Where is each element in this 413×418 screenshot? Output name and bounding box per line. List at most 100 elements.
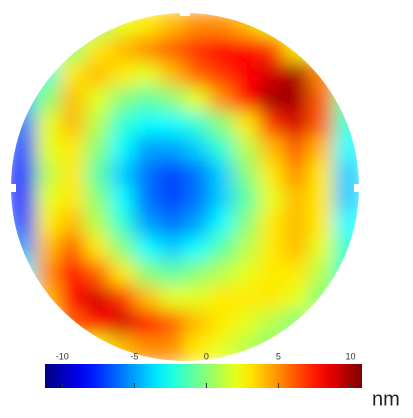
heatmap-cell — [34, 285, 62, 313]
heatmap-cell — [109, 285, 137, 313]
colorbar-tick-label: -5 — [130, 351, 138, 361]
heatmap-cell — [84, 111, 112, 139]
heatmap-cell — [84, 186, 112, 213]
heatmap-cell — [34, 161, 62, 188]
heatmap-cell — [84, 36, 112, 64]
colorbar-tick-label: 5 — [276, 351, 281, 361]
heatmap-cell — [159, 310, 186, 338]
heatmap-cell — [159, 136, 186, 164]
heatmap-cell — [84, 210, 112, 238]
heatmap-cell — [59, 186, 87, 213]
heatmap-cell — [258, 310, 286, 338]
heatmap-cell — [258, 61, 286, 89]
heatmap-cell — [208, 136, 236, 164]
heatmap-cell — [184, 210, 211, 238]
heatmap-cell — [233, 136, 261, 164]
heatmap-cell — [233, 235, 261, 263]
heatmap-cell — [109, 161, 137, 188]
colorbar-tick-label: -10 — [56, 351, 69, 361]
heatmap-cell — [208, 335, 236, 361]
heatmap-cell — [184, 186, 211, 213]
heatmap-cell — [134, 111, 162, 139]
heatmap-cell — [258, 186, 286, 213]
heatmap-cell — [159, 186, 186, 213]
heatmap-cell — [208, 260, 236, 288]
heatmap-cell — [159, 161, 186, 188]
heatmap-cells — [11, 13, 359, 361]
heatmap-cell — [184, 310, 211, 338]
heatmap-cell — [34, 210, 62, 238]
heatmap-cell — [11, 86, 37, 114]
heatmap-cell — [109, 61, 137, 89]
heatmap-cell — [208, 36, 236, 64]
heatmap-cell — [159, 61, 186, 89]
heatmap-cell — [333, 161, 359, 188]
heatmap-cell — [59, 210, 87, 238]
heatmap-cell — [11, 161, 37, 188]
heatmap-cell — [59, 235, 87, 263]
heatmap-cell — [283, 161, 311, 188]
heatmap-cell — [134, 210, 162, 238]
heatmap-cell — [208, 210, 236, 238]
heatmap-cell — [84, 61, 112, 89]
heatmap-cell — [184, 111, 211, 139]
heatmap-cell — [233, 161, 261, 188]
heatmap-cell — [308, 235, 336, 263]
heatmap-cell — [258, 260, 286, 288]
heatmap-cell — [34, 86, 62, 114]
heatmap-cell — [11, 111, 37, 139]
heatmap-cell — [159, 86, 186, 114]
heatmap-cell — [184, 61, 211, 89]
heatmap-cell — [34, 111, 62, 139]
heatmap-cell — [184, 161, 211, 188]
heatmap-cell — [233, 186, 261, 213]
heatmap-cell — [258, 335, 286, 361]
heatmap-cell — [84, 310, 112, 338]
colorbar-tick-label: 0 — [204, 351, 209, 361]
heatmap-cell — [84, 335, 112, 361]
heatmap-cell — [208, 235, 236, 263]
heatmap-cell — [184, 86, 211, 114]
heatmap-cell — [84, 86, 112, 114]
heatmap-cell — [184, 235, 211, 263]
heatmap-cell — [134, 136, 162, 164]
heatmap-cell — [184, 36, 211, 64]
heatmap-cell — [134, 310, 162, 338]
heatmap-cell — [159, 335, 186, 361]
heatmap-cell — [109, 111, 137, 139]
heatmap-cell — [59, 161, 87, 188]
heatmap-cell — [233, 111, 261, 139]
heatmap-cell — [333, 235, 359, 263]
heatmap-cell — [59, 285, 87, 313]
heatmap-cell — [283, 285, 311, 313]
heatmap-cell — [159, 111, 186, 139]
heatmap-cell — [84, 285, 112, 313]
heatmap-cell — [84, 136, 112, 164]
heatmap-cell — [134, 235, 162, 263]
heatmap-cell — [208, 285, 236, 313]
colorbar — [45, 364, 362, 388]
heatmap-cell — [134, 13, 162, 39]
wafer — [11, 13, 359, 361]
heatmap-cell — [233, 61, 261, 89]
heatmap-cell — [134, 285, 162, 313]
heatmap-cell — [308, 260, 336, 288]
heatmap-cell — [333, 111, 359, 139]
heatmap-cell — [208, 310, 236, 338]
heatmap-cell — [208, 161, 236, 188]
heatmap-cell — [134, 61, 162, 89]
heatmap-cell — [184, 13, 211, 39]
heatmap-cell — [333, 86, 359, 114]
heatmap-cell — [233, 335, 261, 361]
heatmap-cell — [109, 86, 137, 114]
heatmap-cell — [11, 136, 37, 164]
heatmap-cell — [59, 36, 87, 64]
heatmap-cell — [109, 136, 137, 164]
heatmap-cell — [233, 210, 261, 238]
heatmap-cell — [208, 13, 236, 39]
heatmap-cell — [109, 310, 137, 338]
notch — [180, 8, 190, 16]
heatmap-cell — [233, 86, 261, 114]
heatmap-cell — [283, 86, 311, 114]
heatmap-cell — [233, 13, 261, 39]
